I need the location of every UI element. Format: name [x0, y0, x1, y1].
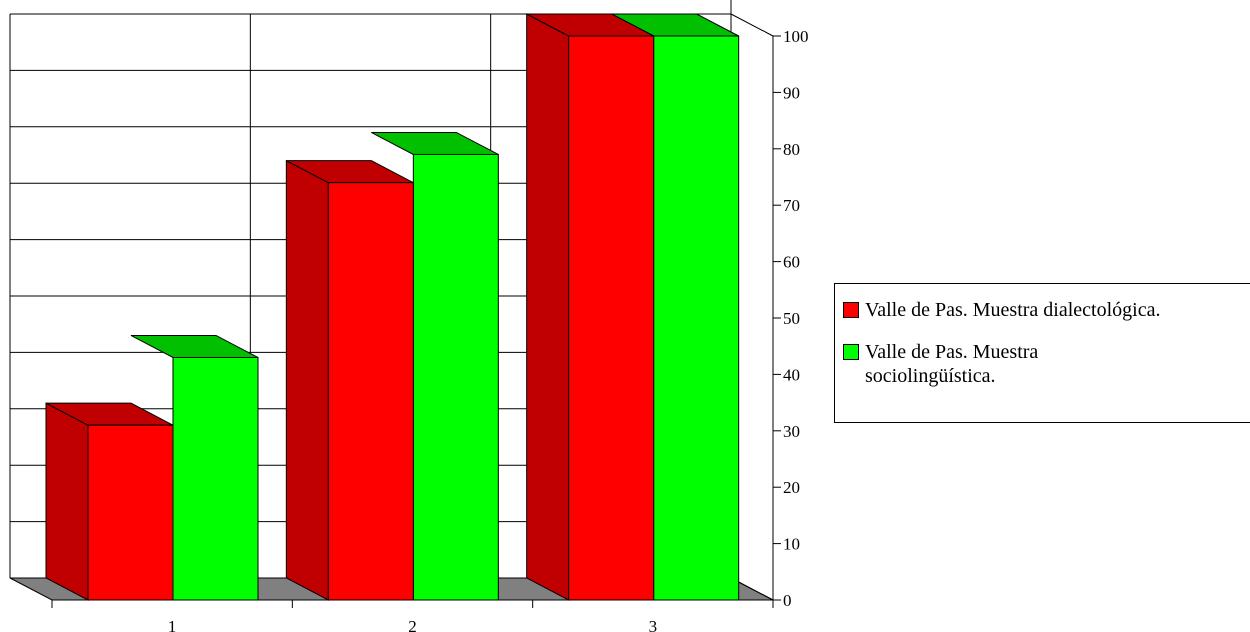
legend-label: Valle de Pas. Muestra sociolingüística.: [865, 341, 1039, 387]
y-tick-label: 60: [783, 253, 800, 272]
legend-swatch-red: [843, 302, 859, 318]
bar-side-dialectologica: [526, 13, 570, 601]
y-tick-label: 0: [783, 591, 792, 610]
bar-sociolinguistica: [653, 35, 740, 601]
legend: Valle de Pas. Muestra dialectológica. Va…: [834, 283, 1250, 423]
legend-entry-dialectologica: Valle de Pas. Muestra dialectológica.: [843, 298, 1160, 322]
bar-top-sociolinguistica: [130, 334, 259, 358]
y-tick-label: 10: [783, 535, 800, 554]
bar-top-sociolinguistica: [371, 131, 499, 155]
x-tick-label: 3: [649, 617, 658, 632]
bar-dialectologica: [87, 424, 174, 601]
y-tick-label: 70: [783, 196, 800, 215]
bar-sociolinguistica: [172, 356, 259, 601]
y-tick-label: 90: [783, 83, 800, 102]
y-tick-label: 20: [783, 478, 800, 497]
legend-label: Valle de Pas. Muestra dialectológica.: [865, 299, 1161, 321]
y-tick-label: 50: [783, 309, 800, 328]
legend-swatch-green: [843, 344, 859, 360]
y-tick-label: 30: [783, 422, 800, 441]
y-tick-label: 100: [783, 27, 809, 46]
y-tick-label: 40: [783, 365, 800, 384]
legend-entry-sociolinguistica: Valle de Pas. Muestra sociolingüística.: [843, 340, 1113, 388]
axis-top-edge: [730, 13, 774, 37]
x-tick-label: 1: [168, 617, 177, 632]
bar-dialectologica: [568, 35, 655, 601]
bar-side-dialectologica: [285, 159, 329, 601]
bar-dialectologica: [327, 182, 414, 601]
x-tick-label: 2: [408, 617, 417, 632]
bar-sociolinguistica: [412, 153, 499, 601]
bar-side-dialectologica: [45, 402, 89, 601]
y-tick-label: 80: [783, 140, 800, 159]
